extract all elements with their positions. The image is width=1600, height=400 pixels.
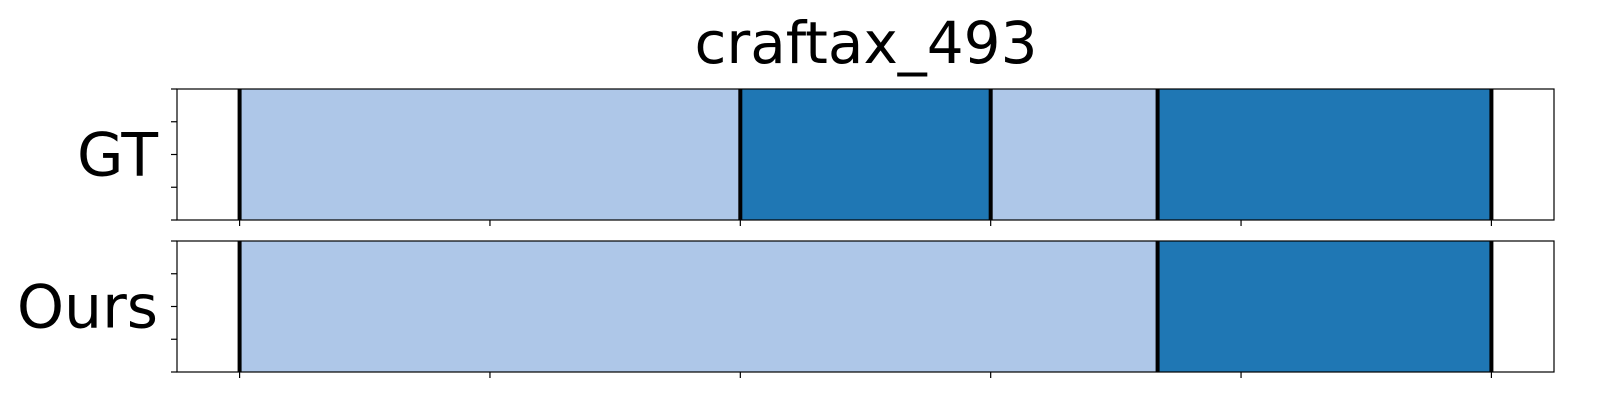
segment-bar xyxy=(990,89,1158,220)
row-label: GT xyxy=(77,121,158,191)
segment-bar xyxy=(239,89,741,220)
chart-rows: GT Ours xyxy=(17,88,1555,378)
segment-bar xyxy=(1157,241,1492,372)
segment-bar xyxy=(239,241,1158,372)
row-gt: GT xyxy=(77,88,1555,226)
chart-title: craftax_493 xyxy=(695,9,1038,77)
segment-bar xyxy=(1157,89,1492,220)
row-label: Ours xyxy=(17,273,158,343)
row-ours: Ours xyxy=(17,240,1555,378)
segment-bar xyxy=(740,89,991,220)
